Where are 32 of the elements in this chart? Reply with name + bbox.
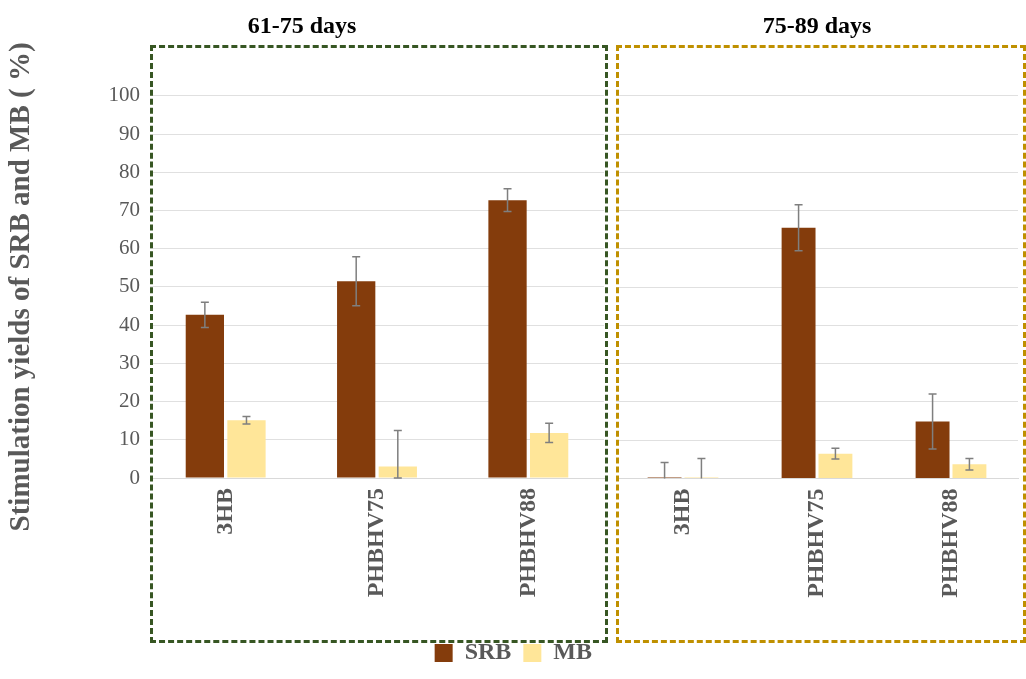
y-tick-label: 100 (108, 82, 140, 107)
x-tick-label: PHBHV75 (802, 488, 829, 598)
y-tick-label: 40 (119, 311, 140, 336)
legend-label: MB (553, 638, 593, 665)
bar (227, 420, 266, 478)
y-tick-label: 0 (129, 464, 140, 489)
x-tick-label: PHBHV88 (936, 488, 963, 598)
bar (488, 200, 527, 478)
bar (915, 421, 950, 478)
legend-label: SRB (464, 638, 512, 665)
bar (378, 466, 417, 478)
x-tick-label: PHBHV88 (513, 488, 540, 598)
bar (337, 281, 376, 478)
bar (952, 464, 987, 478)
chart-title: 61-75 days (247, 11, 357, 38)
bar (185, 314, 224, 478)
x-tick-label: 3HB (210, 488, 237, 535)
y-axis-title: Stimulation yields of SRB and MB ( %) (2, 42, 36, 532)
bar (530, 432, 569, 478)
y-tick-label: 90 (119, 120, 140, 145)
y-tick-label: 80 (119, 158, 140, 183)
bar (781, 227, 816, 478)
x-tick-label: PHBHV75 (362, 488, 389, 598)
y-tick-label: 50 (119, 273, 140, 298)
chart-title: 75-89 days (762, 11, 872, 38)
y-tick-label: 30 (119, 349, 140, 374)
y-tick-label: 70 (119, 196, 140, 221)
y-tick-label: 10 (119, 426, 140, 451)
y-tick-label: 20 (119, 388, 140, 413)
x-tick-label: 3HB (668, 488, 695, 536)
bar (818, 453, 853, 478)
y-tick-label: 60 (119, 235, 140, 260)
